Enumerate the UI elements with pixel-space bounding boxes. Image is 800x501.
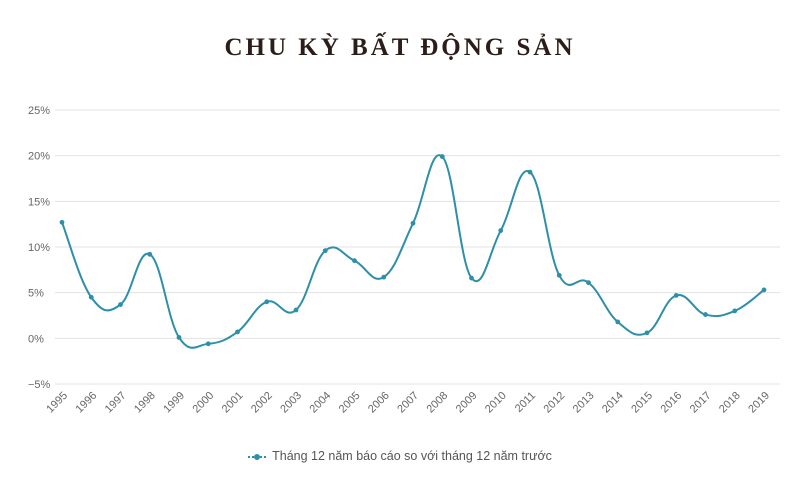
data-point[interactable]: [732, 308, 738, 314]
x-tick-label: 2001: [220, 390, 246, 416]
x-tick-label: 2013: [571, 390, 597, 416]
y-tick-label: 15%: [28, 196, 50, 208]
x-tick-label: 2018: [717, 390, 743, 416]
data-point[interactable]: [352, 258, 357, 264]
x-tick-label: 1998: [132, 390, 158, 416]
data-point[interactable]: [88, 294, 94, 300]
data-point[interactable]: [235, 329, 240, 335]
y-tick-label: 5%: [28, 288, 44, 300]
data-point[interactable]: [761, 287, 767, 293]
series-line: [61, 154, 765, 349]
data-point[interactable]: [556, 272, 562, 278]
y-tick-label: 10%: [28, 242, 50, 254]
x-tick-label: 2007: [395, 390, 421, 416]
data-point[interactable]: [118, 302, 123, 307]
data-point[interactable]: [381, 274, 387, 280]
y-axis: 25% 20% 15% 10% 5% 0% −5%: [28, 105, 51, 391]
y-tick-label: 20%: [28, 151, 50, 163]
chart-title: CHU KỲ BẤT ĐỘNG SẢN: [224, 34, 576, 61]
x-tick-label: 2015: [629, 390, 655, 416]
data-point[interactable]: [59, 219, 65, 225]
legend-swatch-icon: [248, 452, 267, 462]
x-tick-label: 2017: [688, 390, 714, 416]
x-tick-label: 2003: [278, 390, 304, 416]
data-point[interactable]: [703, 312, 708, 317]
x-tick-label: 2009: [454, 390, 480, 416]
data-point[interactable]: [147, 251, 153, 257]
data-point[interactable]: [644, 330, 650, 336]
y-tick-label: 0%: [28, 333, 44, 345]
x-tick-label: 2002: [249, 390, 275, 416]
data-point[interactable]: [264, 299, 270, 305]
x-tick-label: 2008: [425, 390, 451, 416]
x-tick-label: 2016: [659, 390, 685, 416]
data-point[interactable]: [527, 169, 533, 175]
x-tick-label: 2005: [337, 390, 363, 416]
x-tick-label: 1997: [103, 390, 129, 416]
data-point[interactable]: [586, 280, 591, 286]
y-tick-label: −5%: [28, 379, 51, 391]
x-tick-label: 2010: [483, 390, 509, 416]
data-point[interactable]: [176, 335, 182, 340]
grid-lines: [55, 109, 780, 385]
data-point[interactable]: [322, 248, 328, 254]
legend-label: Tháng 12 năm báo cáo so với tháng 12 năm…: [272, 449, 552, 463]
x-tick-label: 2012: [542, 390, 568, 416]
data-point[interactable]: [673, 293, 679, 298]
x-tick-label: 2000: [191, 390, 217, 416]
data-point[interactable]: [293, 307, 299, 313]
legend[interactable]: Tháng 12 năm báo cáo so với tháng 12 năm…: [0, 449, 800, 463]
series-layer: [59, 154, 767, 349]
x-tick-label: 2004: [308, 390, 334, 416]
x-tick-label: 2014: [600, 390, 626, 416]
data-point[interactable]: [615, 319, 621, 325]
data-point[interactable]: [410, 220, 416, 226]
x-tick-label: 2011: [513, 390, 538, 415]
x-tick-label: 2006: [366, 390, 392, 416]
y-tick-label: 25%: [28, 105, 50, 117]
data-point[interactable]: [498, 228, 504, 233]
x-axis: 1995 1996 1997 1998 1999 2000 2001 2002 2003 2004…: [44, 390, 772, 416]
x-tick-label: 1996: [74, 390, 100, 416]
x-tick-label: 1995: [44, 390, 70, 416]
data-point[interactable]: [439, 154, 445, 159]
data-point[interactable]: [205, 341, 211, 347]
x-tick-label: 2019: [746, 390, 772, 416]
x-tick-label: 1999: [161, 390, 187, 416]
data-point[interactable]: [469, 275, 474, 281]
